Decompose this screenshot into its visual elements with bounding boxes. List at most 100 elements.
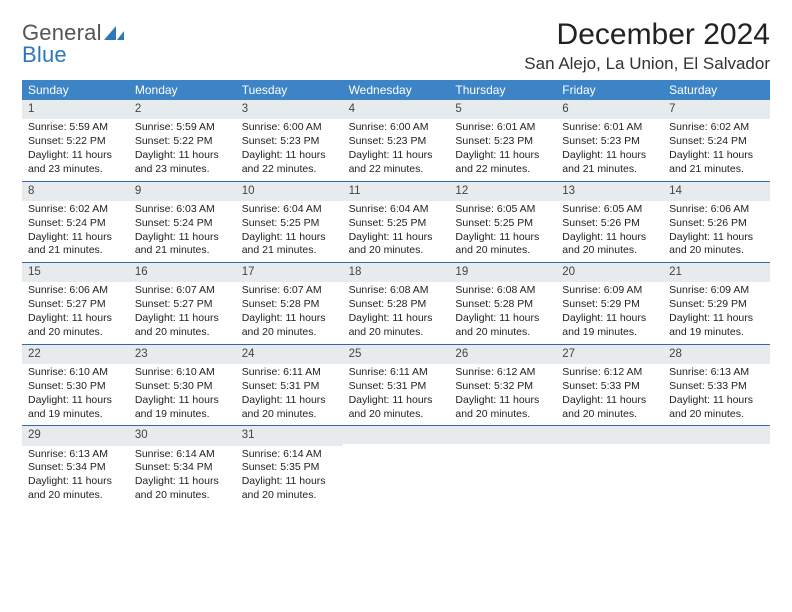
day-number: 8 <box>22 182 129 201</box>
daylight-text: Daylight: 11 hours and 20 minutes. <box>28 475 123 503</box>
day-cell: 12Sunrise: 6:05 AMSunset: 5:25 PMDayligh… <box>449 182 556 263</box>
day-body: Sunrise: 6:04 AMSunset: 5:25 PMDaylight:… <box>343 201 450 262</box>
day-number: 13 <box>556 182 663 201</box>
day-number: 17 <box>236 263 343 282</box>
day-body: Sunrise: 6:11 AMSunset: 5:31 PMDaylight:… <box>343 364 450 425</box>
sunset-text: Sunset: 5:25 PM <box>455 217 550 231</box>
sunrise-text: Sunrise: 6:06 AM <box>28 284 123 298</box>
sunset-text: Sunset: 5:33 PM <box>669 380 764 394</box>
day-body: Sunrise: 5:59 AMSunset: 5:22 PMDaylight:… <box>22 119 129 180</box>
day-number: 15 <box>22 263 129 282</box>
day-body: Sunrise: 6:08 AMSunset: 5:28 PMDaylight:… <box>449 282 556 343</box>
day-cell: 5Sunrise: 6:01 AMSunset: 5:23 PMDaylight… <box>449 100 556 181</box>
dow-cell: Wednesday <box>343 80 450 100</box>
day-body: Sunrise: 6:01 AMSunset: 5:23 PMDaylight:… <box>449 119 556 180</box>
day-number: 22 <box>22 345 129 364</box>
sunset-text: Sunset: 5:23 PM <box>562 135 657 149</box>
sunset-text: Sunset: 5:24 PM <box>135 217 230 231</box>
sunset-text: Sunset: 5:34 PM <box>28 461 123 475</box>
day-cell: 1Sunrise: 5:59 AMSunset: 5:22 PMDaylight… <box>22 100 129 181</box>
day-number: 16 <box>129 263 236 282</box>
sunrise-text: Sunrise: 6:05 AM <box>562 203 657 217</box>
sunrise-text: Sunrise: 6:12 AM <box>562 366 657 380</box>
sunrise-text: Sunrise: 6:08 AM <box>349 284 444 298</box>
sunrise-text: Sunrise: 6:12 AM <box>455 366 550 380</box>
day-body: Sunrise: 6:08 AMSunset: 5:28 PMDaylight:… <box>343 282 450 343</box>
day-number: 11 <box>343 182 450 201</box>
daylight-text: Daylight: 11 hours and 20 minutes. <box>349 312 444 340</box>
day-body: Sunrise: 6:01 AMSunset: 5:23 PMDaylight:… <box>556 119 663 180</box>
day-body: Sunrise: 6:05 AMSunset: 5:25 PMDaylight:… <box>449 201 556 262</box>
day-body: Sunrise: 5:59 AMSunset: 5:22 PMDaylight:… <box>129 119 236 180</box>
day-body: Sunrise: 6:02 AMSunset: 5:24 PMDaylight:… <box>22 201 129 262</box>
day-number <box>556 426 663 444</box>
daylight-text: Daylight: 11 hours and 21 minutes. <box>669 149 764 177</box>
daylight-text: Daylight: 11 hours and 20 minutes. <box>242 475 337 503</box>
day-body: Sunrise: 6:05 AMSunset: 5:26 PMDaylight:… <box>556 201 663 262</box>
day-body: Sunrise: 6:02 AMSunset: 5:24 PMDaylight:… <box>663 119 770 180</box>
day-number: 14 <box>663 182 770 201</box>
sunrise-text: Sunrise: 6:07 AM <box>135 284 230 298</box>
sunset-text: Sunset: 5:28 PM <box>455 298 550 312</box>
day-cell: 2Sunrise: 5:59 AMSunset: 5:22 PMDaylight… <box>129 100 236 181</box>
day-number <box>449 426 556 444</box>
sunset-text: Sunset: 5:35 PM <box>242 461 337 475</box>
sunrise-text: Sunrise: 6:09 AM <box>669 284 764 298</box>
logo-text-block: General Blue <box>22 22 124 66</box>
day-body: Sunrise: 6:13 AMSunset: 5:33 PMDaylight:… <box>663 364 770 425</box>
daylight-text: Daylight: 11 hours and 23 minutes. <box>28 149 123 177</box>
sunset-text: Sunset: 5:31 PM <box>242 380 337 394</box>
day-cell: 23Sunrise: 6:10 AMSunset: 5:30 PMDayligh… <box>129 345 236 426</box>
week-row: 8Sunrise: 6:02 AMSunset: 5:24 PMDaylight… <box>22 182 770 264</box>
day-cell <box>556 426 663 507</box>
sunset-text: Sunset: 5:31 PM <box>349 380 444 394</box>
day-number: 24 <box>236 345 343 364</box>
sunset-text: Sunset: 5:23 PM <box>349 135 444 149</box>
sunset-text: Sunset: 5:30 PM <box>28 380 123 394</box>
brand-logo: General Blue <box>22 18 124 66</box>
daylight-text: Daylight: 11 hours and 22 minutes. <box>349 149 444 177</box>
day-cell: 27Sunrise: 6:12 AMSunset: 5:33 PMDayligh… <box>556 345 663 426</box>
day-cell: 18Sunrise: 6:08 AMSunset: 5:28 PMDayligh… <box>343 263 450 344</box>
day-cell <box>663 426 770 507</box>
sunset-text: Sunset: 5:29 PM <box>562 298 657 312</box>
day-cell: 26Sunrise: 6:12 AMSunset: 5:32 PMDayligh… <box>449 345 556 426</box>
daylight-text: Daylight: 11 hours and 21 minutes. <box>242 231 337 259</box>
day-cell: 16Sunrise: 6:07 AMSunset: 5:27 PMDayligh… <box>129 263 236 344</box>
day-number: 9 <box>129 182 236 201</box>
day-cell: 14Sunrise: 6:06 AMSunset: 5:26 PMDayligh… <box>663 182 770 263</box>
day-number: 19 <box>449 263 556 282</box>
sunset-text: Sunset: 5:26 PM <box>562 217 657 231</box>
day-cell: 22Sunrise: 6:10 AMSunset: 5:30 PMDayligh… <box>22 345 129 426</box>
day-cell: 25Sunrise: 6:11 AMSunset: 5:31 PMDayligh… <box>343 345 450 426</box>
dow-cell: Friday <box>556 80 663 100</box>
day-body: Sunrise: 6:10 AMSunset: 5:30 PMDaylight:… <box>129 364 236 425</box>
day-number <box>663 426 770 444</box>
sunset-text: Sunset: 5:30 PM <box>135 380 230 394</box>
day-cell: 17Sunrise: 6:07 AMSunset: 5:28 PMDayligh… <box>236 263 343 344</box>
day-number: 21 <box>663 263 770 282</box>
day-body: Sunrise: 6:07 AMSunset: 5:28 PMDaylight:… <box>236 282 343 343</box>
sunset-text: Sunset: 5:34 PM <box>135 461 230 475</box>
week-row: 15Sunrise: 6:06 AMSunset: 5:27 PMDayligh… <box>22 263 770 345</box>
sunset-text: Sunset: 5:32 PM <box>455 380 550 394</box>
day-body: Sunrise: 6:06 AMSunset: 5:26 PMDaylight:… <box>663 201 770 262</box>
sunset-text: Sunset: 5:28 PM <box>349 298 444 312</box>
daylight-text: Daylight: 11 hours and 20 minutes. <box>349 394 444 422</box>
sunrise-text: Sunrise: 6:14 AM <box>242 448 337 462</box>
day-body: Sunrise: 6:13 AMSunset: 5:34 PMDaylight:… <box>22 446 129 507</box>
day-cell: 28Sunrise: 6:13 AMSunset: 5:33 PMDayligh… <box>663 345 770 426</box>
day-cell: 24Sunrise: 6:11 AMSunset: 5:31 PMDayligh… <box>236 345 343 426</box>
sunrise-text: Sunrise: 6:14 AM <box>135 448 230 462</box>
daylight-text: Daylight: 11 hours and 20 minutes. <box>669 394 764 422</box>
sunrise-text: Sunrise: 6:00 AM <box>242 121 337 135</box>
daylight-text: Daylight: 11 hours and 21 minutes. <box>28 231 123 259</box>
day-number: 25 <box>343 345 450 364</box>
sunset-text: Sunset: 5:26 PM <box>669 217 764 231</box>
daylight-text: Daylight: 11 hours and 20 minutes. <box>669 231 764 259</box>
sunrise-text: Sunrise: 5:59 AM <box>135 121 230 135</box>
daylight-text: Daylight: 11 hours and 21 minutes. <box>135 231 230 259</box>
day-cell: 30Sunrise: 6:14 AMSunset: 5:34 PMDayligh… <box>129 426 236 507</box>
day-number: 1 <box>22 100 129 119</box>
calendar-grid: Sunday Monday Tuesday Wednesday Thursday… <box>22 80 770 507</box>
